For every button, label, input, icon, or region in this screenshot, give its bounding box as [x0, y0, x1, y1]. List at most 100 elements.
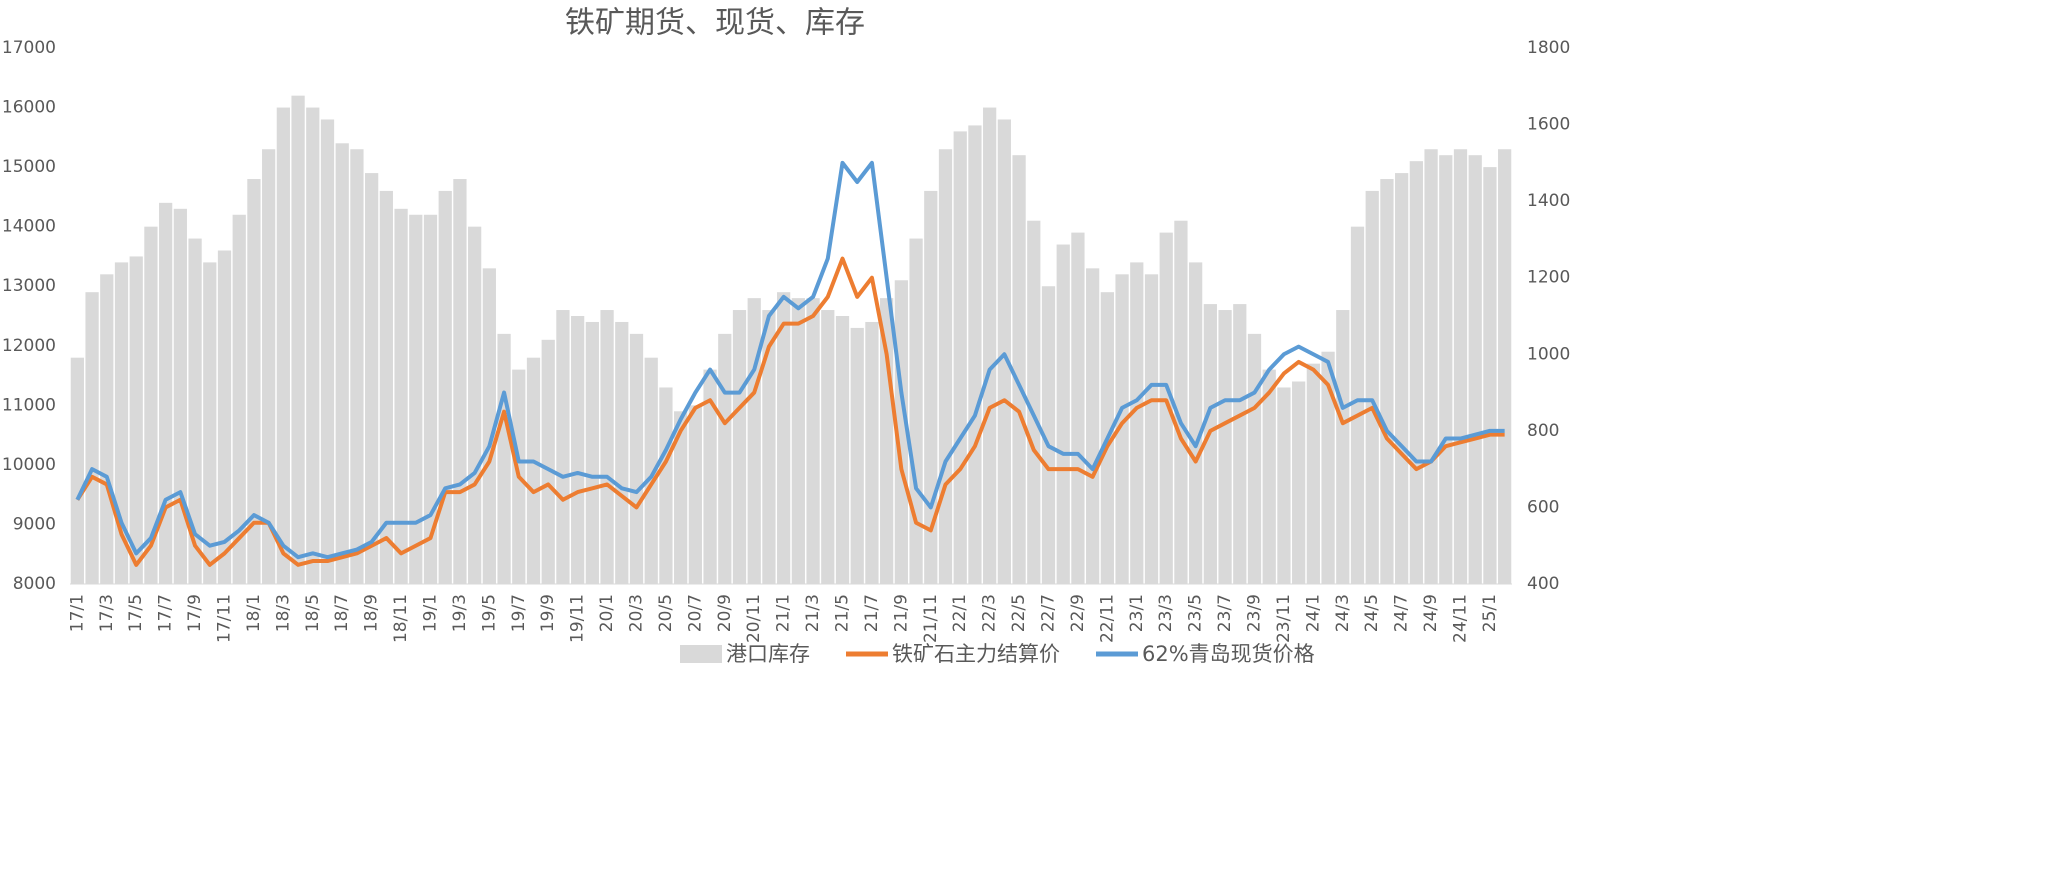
bar: [541, 339, 555, 584]
x-tick-label: 21/3: [803, 594, 823, 632]
bar: [306, 107, 320, 585]
x-tick-label: 17/9: [185, 594, 205, 632]
bar: [1292, 381, 1306, 584]
bar: [453, 179, 467, 584]
bar: [85, 292, 99, 584]
bar: [1086, 268, 1100, 584]
y-tick-label: 17000: [2, 38, 56, 58]
bar: [850, 327, 864, 584]
y-tick-label: 14000: [2, 217, 56, 237]
x-tick-label: 21/9: [891, 594, 911, 632]
x-tick-label: 18/11: [391, 594, 411, 643]
bar: [1306, 363, 1320, 584]
bar: [1218, 310, 1232, 584]
bar: [1027, 220, 1041, 584]
y-tick-label: 9000: [13, 514, 56, 534]
x-tick-label: 22/9: [1068, 594, 1088, 632]
bar: [129, 256, 143, 584]
bar: [1336, 310, 1350, 584]
bar: [629, 333, 644, 584]
x-tick-label: 23/11: [1274, 594, 1294, 643]
bar: [571, 316, 585, 584]
bar: [938, 149, 953, 584]
bar: [1189, 262, 1203, 584]
bar: [762, 310, 776, 584]
bar: [600, 310, 614, 584]
bar: [703, 369, 717, 584]
line: [75, 256, 1505, 567]
y-tick-label: 8000: [13, 574, 56, 594]
bar: [468, 226, 482, 584]
x-tick-label: 22/11: [1097, 594, 1117, 643]
y2-tick-label: 1600: [1527, 115, 1570, 135]
bar: [953, 131, 967, 584]
x-tick-label: 24/11: [1451, 594, 1471, 643]
bar: [1468, 155, 1482, 584]
x-tick-label: 23/3: [1156, 594, 1176, 632]
bar: [114, 262, 129, 584]
bar: [1365, 190, 1379, 584]
x-tick-label: 17/3: [97, 594, 117, 632]
bar: [806, 298, 820, 584]
bar: [997, 119, 1011, 584]
x-tick-label: 17/11: [215, 594, 235, 643]
x-tick-label: 24/7: [1392, 594, 1412, 632]
bar: [497, 333, 511, 584]
x-tick-label: 23/1: [1127, 594, 1147, 632]
x-tick-label: 22/1: [950, 594, 970, 632]
y-tick-label: 11000: [2, 395, 56, 415]
y-tick-label: 13000: [2, 276, 56, 296]
bar: [674, 411, 688, 584]
bar: [276, 107, 290, 585]
bar: [188, 238, 202, 585]
bar: [1247, 333, 1262, 584]
bar: [365, 173, 379, 585]
bar: [379, 190, 393, 584]
bar: [924, 190, 938, 584]
y2-tick-label: 800: [1527, 421, 1559, 441]
bar: [1424, 149, 1438, 584]
bar: [791, 298, 805, 584]
bar: [1498, 149, 1512, 584]
bar: [409, 214, 423, 584]
x-tick-label: 22/7: [1039, 594, 1059, 632]
y2-tick-label: 600: [1527, 497, 1559, 517]
x-tick-label: 23/9: [1245, 594, 1265, 632]
bar: [1159, 232, 1173, 584]
line: [75, 160, 1505, 560]
bar: [394, 208, 408, 585]
y-tick-label: 15000: [2, 157, 56, 177]
x-tick-label: 19/7: [509, 594, 529, 632]
bar: [100, 274, 114, 584]
bar: [291, 95, 305, 585]
bar: [203, 262, 217, 584]
bar: [173, 208, 187, 585]
y2-tick-label: 1200: [1527, 268, 1570, 288]
bar: [1012, 155, 1026, 584]
bar: [232, 214, 246, 584]
x-tick-label: 24/3: [1333, 594, 1353, 632]
bar: [821, 310, 835, 584]
bar: [688, 405, 702, 584]
y-tick-label: 10000: [2, 455, 56, 475]
legend-label: 62%青岛现货价格: [1142, 642, 1315, 666]
bar: [1277, 387, 1291, 584]
bar: [1262, 369, 1276, 584]
bar: [865, 321, 879, 584]
y-tick-label: 16000: [2, 98, 56, 118]
y2-tick-label: 1000: [1527, 344, 1570, 364]
bar: [732, 310, 747, 584]
bar: [1071, 232, 1085, 584]
bar: [1041, 286, 1056, 584]
bar: [1395, 173, 1409, 585]
x-tick-label: 21/1: [774, 594, 794, 632]
bar: [659, 387, 673, 584]
chart-title: 铁矿期货、现货、库存: [565, 6, 865, 41]
bar: [438, 190, 452, 584]
bar: [835, 316, 850, 584]
bar: [144, 226, 158, 584]
x-tick-label: 23/5: [1186, 594, 1206, 632]
bar: [70, 357, 84, 584]
bar: [615, 321, 629, 584]
x-tick-label: 25/1: [1480, 594, 1500, 632]
